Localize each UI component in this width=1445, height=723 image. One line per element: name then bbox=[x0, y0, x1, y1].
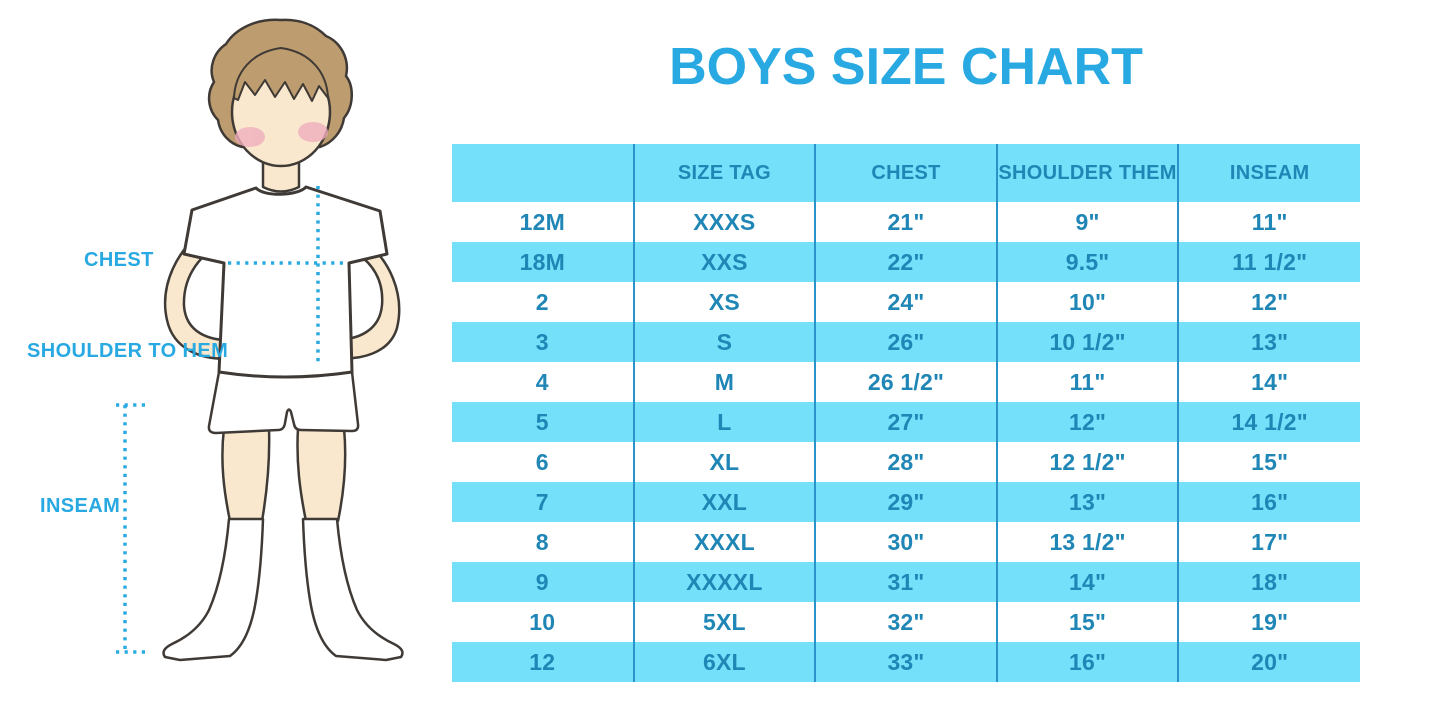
table-cell: 9.5" bbox=[995, 242, 1179, 282]
size-table: SIZE TAG CHEST SHOULDER THEM INSEAM 12M X… bbox=[452, 144, 1360, 682]
table-cell: 12 1/2" bbox=[995, 442, 1179, 482]
table-cell: XXXXL bbox=[632, 562, 816, 602]
page-title: BOYS SIZE CHART bbox=[669, 38, 1143, 96]
table-cell: 8 bbox=[535, 528, 549, 555]
hair-fringe bbox=[233, 47, 329, 102]
table-cell: M bbox=[632, 362, 816, 402]
table-cell: 10 bbox=[529, 608, 556, 635]
shorts bbox=[207, 370, 360, 435]
table-cell: XL bbox=[632, 442, 816, 482]
table-cell: 5 bbox=[535, 408, 549, 435]
table-cell: 13" bbox=[995, 482, 1179, 522]
table-cell: 12" bbox=[1177, 282, 1360, 322]
table-cell: 14 1/2" bbox=[1177, 402, 1360, 442]
table-row: 6 XL 28" 12 1/2" 15" bbox=[452, 442, 1360, 482]
inseam-label: INSEAM bbox=[40, 495, 121, 517]
table-cell: 16" bbox=[995, 642, 1179, 682]
table-cell: 9" bbox=[995, 202, 1179, 242]
table-cell: 26 1/2" bbox=[814, 362, 997, 402]
size-table-header: SIZE TAG CHEST SHOULDER THEM INSEAM bbox=[452, 144, 1360, 202]
chest-label: CHEST bbox=[84, 249, 154, 271]
table-cell: 13 1/2" bbox=[995, 522, 1179, 562]
shoulder-to-hem-label: SHOULDER TO HEM bbox=[27, 340, 229, 362]
header-cell-blank bbox=[452, 144, 634, 202]
header-cell-shoulder: SHOULDER THEM bbox=[995, 144, 1179, 202]
table-cell: 10 1/2" bbox=[995, 322, 1179, 362]
table-row: 12 6XL 33" 16" 20" bbox=[452, 642, 1360, 682]
table-cell: 22" bbox=[814, 242, 997, 282]
table-row: 12M XXXS 21" 9" 11" bbox=[452, 202, 1360, 242]
table-row: 2 XS 24" 10" 12" bbox=[452, 282, 1360, 322]
table-cell: 20" bbox=[1177, 642, 1360, 682]
table-cell: XS bbox=[632, 282, 816, 322]
header-row: SIZE TAG CHEST SHOULDER THEM INSEAM bbox=[452, 144, 1360, 202]
table-cell: 6XL bbox=[632, 642, 816, 682]
table-cell: XXS bbox=[632, 242, 816, 282]
table-cell: XXL bbox=[632, 482, 816, 522]
table-cell: 33" bbox=[814, 642, 997, 682]
table-cell: 29" bbox=[814, 482, 997, 522]
table-cell: 21" bbox=[814, 202, 997, 242]
table-cell: S bbox=[632, 322, 816, 362]
table-cell: 14" bbox=[1177, 362, 1360, 402]
table-cell: 13" bbox=[1177, 322, 1360, 362]
boy-illustration bbox=[116, 18, 404, 662]
table-cell: 3 bbox=[535, 328, 549, 355]
table-cell: 10" bbox=[995, 282, 1179, 322]
table-cell: 12 bbox=[529, 648, 556, 675]
header-cell-size-tag: SIZE TAG bbox=[632, 144, 816, 202]
table-cell: 32" bbox=[814, 602, 997, 642]
table-cell: 9 bbox=[535, 568, 549, 595]
table-row: 9 XXXXL 31" 14" 18" bbox=[452, 562, 1360, 602]
table-row: 3 S 26" 10 1/2" 13" bbox=[452, 322, 1360, 362]
table-cell: 15" bbox=[1177, 442, 1360, 482]
table-row: 7 XXL 29" 13" 16" bbox=[452, 482, 1360, 522]
table-cell: 15" bbox=[995, 602, 1179, 642]
table-row: 5 L 27" 12" 14 1/2" bbox=[452, 402, 1360, 442]
table-cell: 18" bbox=[1177, 562, 1360, 602]
size-table-body: 12M XXXS 21" 9" 11" 18M XXS 22" 9.5" 11 1/2" 2 XS 24… bbox=[452, 202, 1360, 682]
table-cell: 17" bbox=[1177, 522, 1360, 562]
table-cell: 24" bbox=[814, 282, 997, 322]
left-leg bbox=[221, 426, 271, 523]
table-cell: 16" bbox=[1177, 482, 1360, 522]
table-row: 4 M 26 1/2" 11" 14" bbox=[452, 362, 1360, 402]
table-cell: 30" bbox=[814, 522, 997, 562]
table-cell: XXXL bbox=[632, 522, 816, 562]
table-cell: 31" bbox=[814, 562, 997, 602]
table-cell: 19" bbox=[1177, 602, 1360, 642]
table-cell: 5XL bbox=[632, 602, 816, 642]
table-cell: 6 bbox=[535, 448, 549, 475]
inseam-measure-line bbox=[116, 403, 145, 654]
blush-right bbox=[298, 122, 328, 142]
table-cell: 11" bbox=[995, 362, 1179, 402]
table-row: 18M XXS 22" 9.5" 11 1/2" bbox=[452, 242, 1360, 282]
table-cell: 27" bbox=[814, 402, 997, 442]
table-cell: 28" bbox=[814, 442, 997, 482]
table-cell: 18M bbox=[519, 248, 565, 275]
table-cell: 12M bbox=[519, 208, 565, 235]
table-cell: 11 1/2" bbox=[1177, 242, 1360, 282]
right-leg bbox=[296, 426, 347, 523]
table-cell: 7 bbox=[535, 488, 549, 515]
table-cell: 4 bbox=[535, 368, 549, 395]
table-cell: XXXS bbox=[632, 202, 816, 242]
table-cell: 14" bbox=[995, 562, 1179, 602]
blush-left bbox=[235, 127, 265, 147]
table-cell: 12" bbox=[995, 402, 1179, 442]
table-row: 10 5XL 32" 15" 19" bbox=[452, 602, 1360, 642]
header-cell-chest: CHEST bbox=[814, 144, 997, 202]
table-cell: 2 bbox=[535, 288, 549, 315]
table-cell: 26" bbox=[814, 322, 997, 362]
table-cell: 11" bbox=[1177, 202, 1360, 242]
boy-figure bbox=[162, 18, 404, 662]
table-cell: L bbox=[632, 402, 816, 442]
t-shirt bbox=[182, 185, 389, 379]
header-cell-inseam: INSEAM bbox=[1177, 144, 1360, 202]
right-sock bbox=[301, 517, 404, 662]
left-sock bbox=[162, 517, 265, 662]
table-row: 8 XXXL 30" 13 1/2" 17" bbox=[452, 522, 1360, 562]
